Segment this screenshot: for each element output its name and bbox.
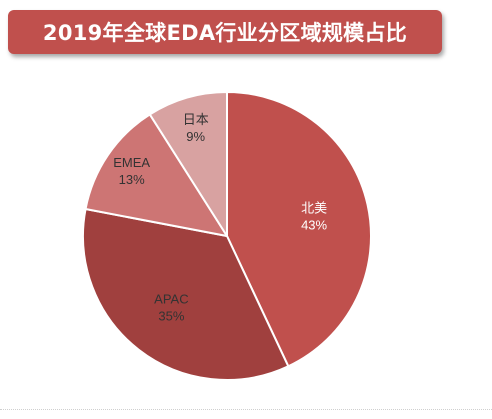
chart-title-banner: 2019年全球EDA行业分区域规模占比 — [8, 10, 442, 54]
slice-percent-3: 9% — [186, 129, 205, 144]
slice-percent-2: 13% — [119, 172, 145, 187]
bottom-divider — [0, 409, 492, 411]
pie-slice-2 — [84, 113, 228, 237]
slice-percent-0: 43% — [301, 218, 327, 233]
slice-label-2: EMEA — [113, 155, 150, 170]
slice-label-3: 日本 — [183, 112, 209, 127]
pie-slice-1 — [82, 208, 290, 381]
chart-title: 2019年全球EDA行业分区域规模占比 — [42, 21, 408, 45]
pie-slice-0 — [226, 91, 372, 368]
pie-slice-3 — [148, 91, 228, 237]
slice-label-0: 北美 — [301, 201, 327, 216]
slice-percent-1: 35% — [158, 309, 184, 324]
slice-label-1: APAC — [154, 292, 188, 307]
